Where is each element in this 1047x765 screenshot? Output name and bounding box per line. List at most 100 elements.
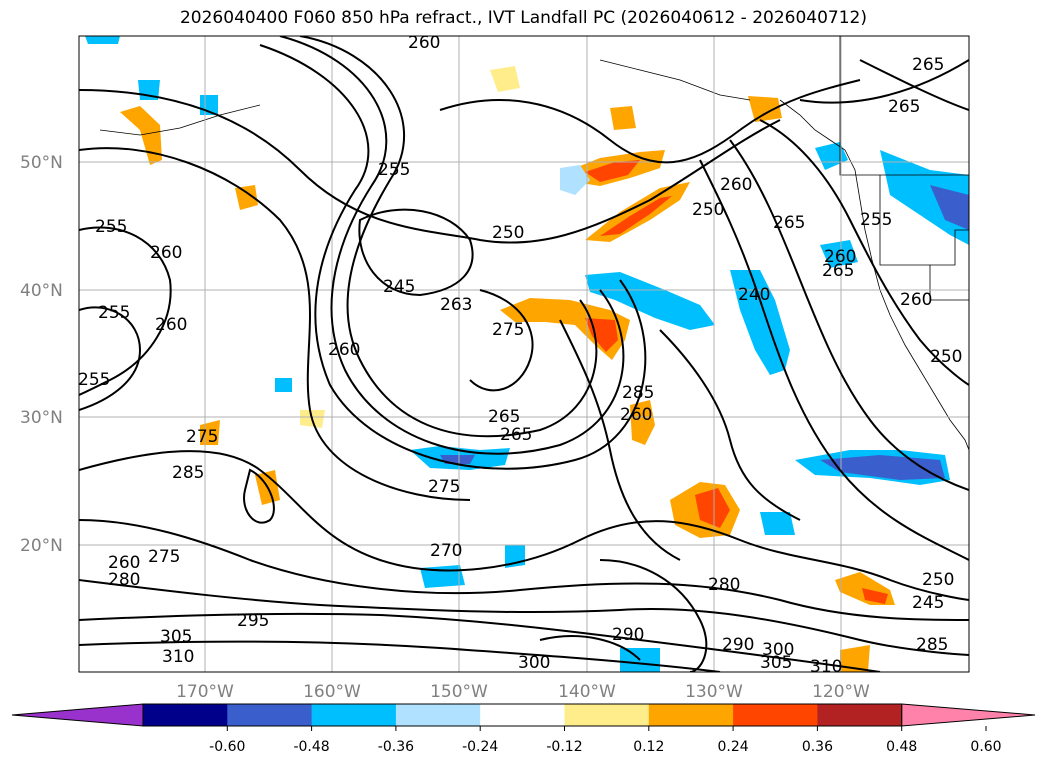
contour-label: 255 — [98, 303, 130, 323]
contour-label: 250 — [930, 347, 962, 367]
shade-patch — [235, 185, 258, 210]
colorbar-tick-label: 0.60 — [970, 739, 1001, 755]
contour-label: 305 — [160, 627, 192, 647]
shade-patch — [120, 106, 162, 165]
contour-label: 265 — [888, 97, 920, 117]
contour-label: 290 — [722, 635, 754, 655]
contour-label: 250 — [692, 200, 724, 220]
lon-label: 150°W — [430, 682, 488, 702]
shade-patch — [930, 185, 969, 230]
contour-label: 263 — [440, 295, 472, 315]
colorbar-segment — [817, 704, 903, 726]
contour-label: 290 — [612, 625, 644, 645]
lat-label: 30°N — [20, 408, 63, 428]
shade-patch — [630, 400, 655, 445]
contour-label: 255 — [860, 210, 892, 230]
contour-label: 265 — [822, 261, 854, 281]
shade-patch — [748, 96, 782, 122]
plot-area — [79, 36, 969, 672]
colorbar-segment — [564, 704, 650, 726]
shade-patch — [820, 240, 858, 268]
shade-patch — [85, 36, 120, 44]
shade-patch — [490, 66, 520, 92]
shade-patch — [695, 488, 730, 528]
colorbar-tick-label: 0.48 — [886, 739, 917, 755]
shading-layer — [85, 36, 969, 672]
lat-label: 20°N — [20, 536, 63, 556]
colorbar-segment — [733, 704, 818, 726]
contour-label: 275 — [148, 547, 180, 567]
colorbar-segment — [395, 704, 481, 726]
contour-label: 270 — [430, 541, 462, 561]
contour-label: 310 — [162, 647, 194, 667]
contour-label: 280 — [708, 575, 740, 595]
contour-label: 260 — [408, 33, 440, 53]
colorbar: -0.60 -0.48 -0.36 -0.24 -0.12 0.12 0.24 0.36 0.4… — [11, 703, 1036, 755]
shade-patch — [585, 160, 640, 182]
shade-patch — [420, 565, 465, 588]
contour-lines — [79, 36, 969, 672]
shade-patch — [730, 270, 790, 375]
contour-label: 305 — [760, 653, 792, 673]
contour-label: 285 — [622, 383, 654, 403]
contour-label: 255 — [78, 370, 110, 390]
shade-patch — [585, 272, 715, 330]
lon-label: 160°W — [303, 682, 361, 702]
contour-label: 260 — [328, 340, 360, 360]
latitude-labels: 50°N 40°N 30°N 20°N — [20, 153, 63, 556]
contour-label: 275 — [492, 320, 524, 340]
contour-label: 285 — [172, 463, 204, 483]
contour-label: 300 — [762, 640, 794, 660]
colorbar-segment — [143, 704, 228, 726]
contour-label: 275 — [186, 427, 218, 447]
colorbar-tick-label: -0.48 — [293, 739, 329, 755]
contour-label: 265 — [488, 407, 520, 427]
contour-label: 260 — [150, 243, 182, 263]
contour-label: 310 — [810, 657, 842, 677]
lon-label: 140°W — [558, 682, 616, 702]
contour-label: 245 — [912, 593, 944, 613]
shade-patch — [840, 645, 870, 672]
contour-label: 250 — [492, 223, 524, 243]
colorbar-tick-label: -0.12 — [546, 739, 582, 755]
contour-label: 285 — [916, 635, 948, 655]
shade-patch — [880, 150, 969, 245]
colorbar-tick-label: -0.24 — [462, 739, 498, 755]
contour-label: 275 — [428, 477, 460, 497]
lat-label: 50°N — [20, 153, 63, 173]
shade-patch — [610, 106, 636, 130]
map-title: 2026040400 F060 850 hPa refract., IVT La… — [179, 8, 867, 28]
lon-label: 170°W — [176, 682, 234, 702]
colorbar-segment — [227, 704, 313, 726]
contour-label: 255 — [378, 160, 410, 180]
contour-label: 255 — [95, 217, 127, 237]
contour-label: 260 — [108, 553, 140, 573]
contour-label: 265 — [500, 425, 532, 445]
colorbar-extend-low — [11, 703, 144, 727]
lon-label: 120°W — [812, 682, 870, 702]
contour-label: 260 — [900, 290, 932, 310]
contour-label: 245 — [383, 277, 415, 297]
contour-label: 250 — [922, 570, 954, 590]
shade-patch — [760, 512, 795, 535]
shade-patch — [600, 196, 672, 236]
plot-frame — [78, 35, 970, 673]
contour-label: 260 — [620, 405, 652, 425]
colorbar-frame — [142, 703, 903, 727]
shade-patch — [862, 588, 888, 604]
colorbar-tick-label: 0.36 — [802, 739, 833, 755]
lon-label: 130°W — [685, 682, 743, 702]
colorbar-tick-label: -0.36 — [378, 739, 414, 755]
colorbar-segment — [311, 704, 397, 726]
contour-labels: 260 265 265 260 255 250 245 263 260 275 … — [78, 33, 962, 677]
contour-label: 265 — [912, 55, 944, 75]
contour-label: 300 — [518, 653, 550, 673]
contour-label: 280 — [108, 570, 140, 590]
contour-label: 260 — [155, 315, 187, 335]
contour-label: 260 — [824, 247, 856, 267]
coastlines — [99, 36, 969, 451]
shade-patch — [500, 298, 630, 360]
colorbar-segment — [648, 704, 734, 726]
contour-label: 295 — [237, 611, 269, 631]
